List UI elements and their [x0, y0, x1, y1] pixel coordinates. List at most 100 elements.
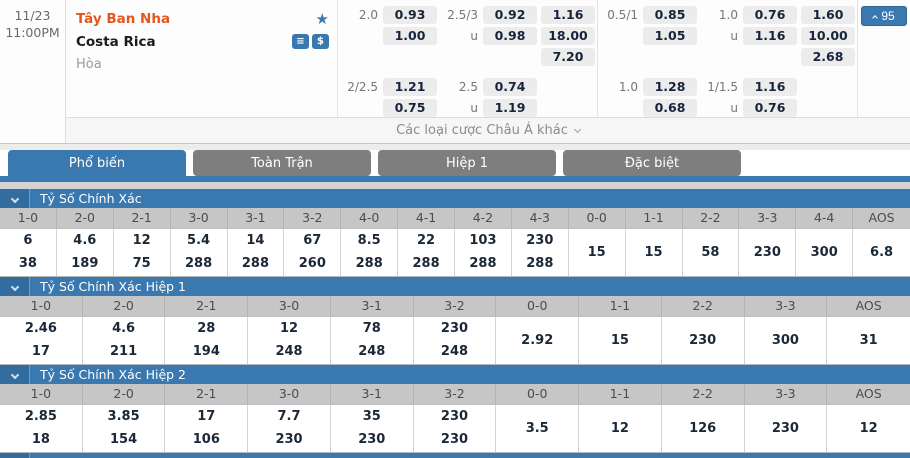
- score-odd[interactable]: 2.85: [24, 408, 57, 424]
- score-odd[interactable]: 17: [197, 408, 216, 424]
- score-odd[interactable]: 3.85: [107, 408, 140, 424]
- odds-button[interactable]: 1.05: [643, 27, 697, 45]
- odds-button[interactable]: 1.28: [643, 78, 697, 96]
- score-odd[interactable]: 300: [771, 332, 799, 348]
- score-column-headers: 1-0 2-0 2-1 3-0 3-1 3-2 0-0 1-1 2-2 3-3 AOS: [0, 296, 910, 317]
- score-odd[interactable]: 248: [275, 344, 303, 360]
- score-odd[interactable]: 28: [197, 320, 216, 336]
- score-odd[interactable]: 248: [440, 344, 469, 360]
- score-odd[interactable]: 78: [362, 320, 381, 336]
- score-odd[interactable]: 5.4: [187, 232, 211, 248]
- odds-button[interactable]: 0.76: [743, 99, 797, 117]
- score-odd[interactable]: 288: [469, 256, 497, 272]
- score-odd[interactable]: 2.92: [521, 332, 554, 348]
- score-odd[interactable]: 154: [110, 432, 138, 448]
- odds-button[interactable]: 7.20: [541, 48, 595, 66]
- score-odd[interactable]: 189: [71, 256, 99, 272]
- score-odd[interactable]: 248: [358, 344, 386, 360]
- score-odd[interactable]: 288: [184, 256, 213, 272]
- odds-button[interactable]: 1.00: [383, 27, 437, 45]
- score-odd[interactable]: 3.5: [525, 420, 549, 436]
- odds-button[interactable]: 2.68: [801, 48, 855, 66]
- score-odd[interactable]: 35: [362, 408, 381, 424]
- score-odd[interactable]: 22: [417, 232, 436, 248]
- odds-button[interactable]: 1.19: [483, 99, 537, 117]
- odds-button[interactable]: 0.75: [383, 99, 437, 117]
- odds-button[interactable]: 0.98: [483, 27, 537, 45]
- score-odd[interactable]: 230: [440, 432, 469, 448]
- score-column-headers: 1-0 2-0 2-1 3-0 3-1 3-2 4-0 4-1 4-2 4-3 0-0 1-1 2-2 3…: [0, 208, 910, 229]
- score-odd[interactable]: 12: [610, 420, 629, 436]
- section-collapse-button[interactable]: [0, 277, 30, 296]
- score-odd[interactable]: 7.7: [277, 408, 301, 424]
- odds-button[interactable]: 1.16: [743, 27, 797, 45]
- odds-button[interactable]: 0.93: [383, 6, 437, 24]
- score-odd[interactable]: 230: [526, 232, 554, 248]
- score-odd[interactable]: 17: [31, 344, 50, 360]
- score-odd[interactable]: 31: [859, 332, 878, 348]
- score-odd[interactable]: 194: [192, 344, 220, 360]
- odds-button[interactable]: 10.00: [801, 27, 855, 45]
- score-odd[interactable]: 288: [241, 256, 269, 272]
- score-odd[interactable]: 230: [275, 432, 303, 448]
- odds-button[interactable]: 0.76: [743, 6, 797, 24]
- score-odd[interactable]: 15: [644, 244, 663, 260]
- score-odd[interactable]: 260: [298, 256, 326, 272]
- score-odd[interactable]: 4.6: [112, 320, 136, 336]
- score-odd[interactable]: 8.5: [357, 232, 381, 248]
- score-odd[interactable]: 288: [412, 256, 440, 272]
- section-collapse-button[interactable]: [0, 189, 30, 208]
- score-odd[interactable]: 14: [246, 232, 265, 248]
- score-odd[interactable]: 230: [753, 244, 781, 260]
- score-odd[interactable]: 126: [689, 420, 717, 436]
- score-odd[interactable]: 230: [689, 332, 717, 348]
- score-odd[interactable]: 18: [31, 432, 50, 448]
- score-odd[interactable]: 4.6: [73, 232, 97, 248]
- favorite-star-icon[interactable]: ★: [315, 9, 329, 28]
- score-odd[interactable]: 67: [303, 232, 322, 248]
- coins-icon[interactable]: ≡: [292, 34, 309, 49]
- score-odd[interactable]: 6.8: [870, 244, 894, 260]
- score-odd[interactable]: 230: [771, 420, 799, 436]
- odds-empty-cell: [341, 99, 379, 117]
- tab-special[interactable]: Đặc biệt: [563, 150, 741, 176]
- odds-button[interactable]: 1.60: [801, 6, 855, 24]
- odds-button[interactable]: 0.85: [643, 6, 697, 24]
- odds-button[interactable]: 1.16: [743, 78, 797, 96]
- odds-button[interactable]: 0.74: [483, 78, 537, 96]
- odds-button[interactable]: 0.68: [643, 99, 697, 117]
- section-collapse-button[interactable]: [0, 453, 30, 458]
- section-collapse-button[interactable]: [0, 365, 30, 384]
- tab-first-half[interactable]: Hiệp 1: [378, 150, 556, 176]
- score-odd[interactable]: 38: [18, 256, 37, 272]
- dollar-icon[interactable]: $: [312, 34, 329, 49]
- score-odd[interactable]: 288: [526, 256, 554, 272]
- score-odd[interactable]: 12: [132, 232, 151, 248]
- odds-button[interactable]: 18.00: [541, 27, 595, 45]
- score-odd[interactable]: 2.46: [24, 320, 57, 336]
- score-odd[interactable]: 230: [440, 320, 469, 336]
- markets-count-button[interactable]: 95: [861, 6, 907, 26]
- score-odd[interactable]: 75: [132, 256, 151, 272]
- team-row-icons: ≡ $: [292, 34, 329, 49]
- score-odd[interactable]: 15: [587, 244, 606, 260]
- odds-button[interactable]: 1.16: [541, 6, 595, 24]
- score-odd[interactable]: 230: [358, 432, 386, 448]
- tab-popular[interactable]: Phổ biến: [8, 150, 186, 176]
- score-odd[interactable]: 58: [701, 244, 720, 260]
- more-asian-bets-row[interactable]: Các loại cược Châu Á khác: [66, 117, 910, 143]
- odds-button[interactable]: 1.21: [383, 78, 437, 96]
- tab-full-match[interactable]: Toàn Trận: [193, 150, 371, 176]
- odds-button[interactable]: 0.92: [483, 6, 537, 24]
- odds-empty-cell: [383, 48, 437, 66]
- score-odd[interactable]: 288: [355, 256, 383, 272]
- score-odd[interactable]: 15: [610, 332, 629, 348]
- score-odd[interactable]: 211: [110, 344, 138, 360]
- score-odd[interactable]: 230: [440, 408, 469, 424]
- score-odd[interactable]: 12: [859, 420, 878, 436]
- score-odd[interactable]: 300: [810, 244, 838, 260]
- score-odd[interactable]: 103: [469, 232, 497, 248]
- score-odd[interactable]: 12: [279, 320, 299, 336]
- score-odd[interactable]: 6: [23, 232, 33, 248]
- score-odd[interactable]: 106: [192, 432, 220, 448]
